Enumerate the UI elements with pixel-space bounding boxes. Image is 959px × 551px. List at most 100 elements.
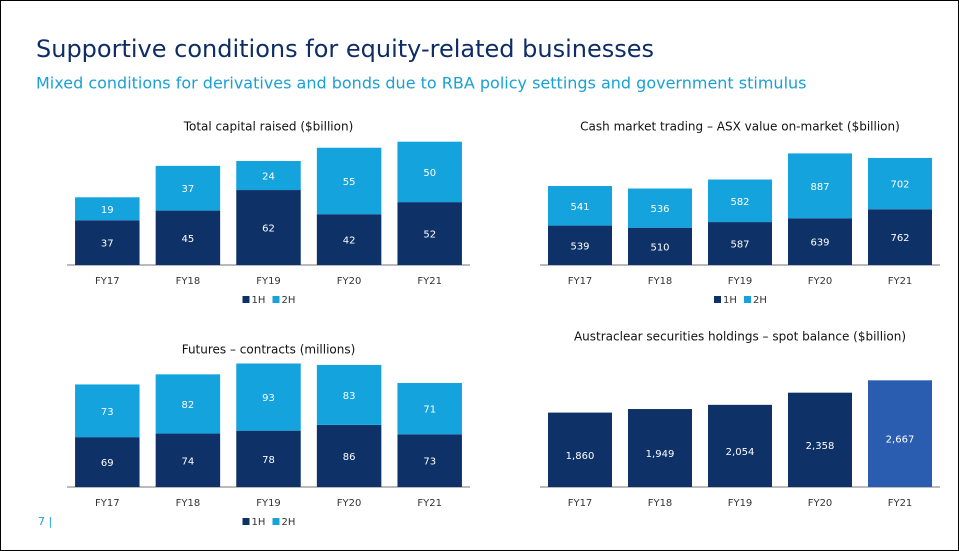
bar-segment	[397, 383, 462, 435]
data-label: 24	[262, 172, 275, 183]
bar	[548, 412, 612, 487]
legend-label: 2H	[282, 295, 296, 306]
data-label: 541	[570, 202, 589, 213]
data-label: 1,949	[646, 449, 675, 460]
bar-segment	[75, 437, 140, 487]
legend-label: 2H	[753, 295, 767, 306]
bar	[868, 380, 932, 487]
x-tick-label: FY18	[648, 276, 673, 287]
data-label: 78	[262, 455, 275, 466]
bar-segment	[236, 161, 301, 191]
x-tick-label: FY20	[808, 276, 833, 287]
bar-segment	[788, 153, 852, 219]
x-tick-label: FY21	[888, 498, 913, 509]
x-tick-label: FY20	[337, 498, 362, 509]
bar-segment	[548, 186, 612, 226]
data-label: 702	[890, 180, 909, 191]
chart-title: Total capital raised ($billion)	[183, 120, 354, 134]
data-label: 73	[101, 407, 114, 418]
bar	[708, 404, 772, 487]
chart-title: Austraclear securities holdings – spot b…	[574, 330, 906, 344]
data-label: 50	[423, 168, 436, 179]
data-label: 37	[101, 239, 114, 250]
legend-label: 2H	[282, 517, 296, 528]
bar-segment	[155, 374, 221, 434]
x-tick-label: FY19	[728, 276, 753, 287]
x-tick-label: FY18	[176, 498, 201, 509]
data-label: 82	[182, 400, 195, 411]
x-tick-label: FY19	[728, 498, 753, 509]
legend-swatch	[714, 296, 721, 303]
bar-segment	[236, 363, 301, 431]
x-tick-label: FY17	[95, 276, 120, 287]
bar-segment	[236, 430, 301, 487]
bar-segment	[236, 190, 301, 265]
data-label: 62	[262, 224, 275, 235]
bar-segment	[548, 225, 612, 265]
bar-segment	[868, 209, 932, 265]
x-tick-label: FY21	[417, 498, 442, 509]
data-label: 510	[650, 242, 669, 253]
data-label: 762	[890, 233, 909, 244]
bar-segment	[75, 220, 140, 265]
bar-segment	[316, 364, 382, 425]
bar-segment	[316, 424, 382, 487]
chart-title: Cash market trading – ASX value on-marke…	[580, 120, 900, 134]
data-label: 42	[343, 236, 356, 247]
data-label: 73	[423, 457, 436, 468]
bar-segment	[397, 434, 462, 487]
data-label: 1,860	[566, 451, 595, 462]
data-label: 93	[262, 393, 275, 404]
bar-segment	[397, 202, 462, 265]
data-label: 639	[810, 238, 829, 249]
legend-swatch	[242, 518, 250, 525]
bar-segment	[155, 433, 221, 487]
data-label: 45	[182, 234, 195, 245]
page-number: 7 |	[38, 515, 52, 528]
data-label: 69	[101, 458, 114, 469]
data-label: 19	[101, 205, 114, 216]
x-tick-label: FY18	[176, 276, 201, 287]
data-label: 52	[423, 230, 436, 241]
legend-swatch	[744, 296, 751, 303]
legend-label: 1H	[723, 295, 737, 306]
bar-segment	[316, 214, 382, 265]
x-tick-label: FY19	[256, 276, 281, 287]
bar-segment	[75, 197, 140, 221]
data-label: 539	[570, 241, 589, 252]
bar-segment	[708, 222, 772, 265]
bar	[788, 392, 852, 487]
x-tick-label: FY20	[808, 498, 833, 509]
data-label: 2,358	[806, 441, 835, 452]
data-label: 887	[810, 182, 829, 193]
data-label: 37	[182, 184, 195, 195]
slide-title: Supportive conditions for equity-related…	[36, 35, 654, 63]
bar-segment	[316, 147, 382, 215]
legend-label: 1H	[252, 517, 266, 528]
legend-swatch	[242, 296, 250, 303]
data-label: 536	[650, 204, 669, 215]
bar-segment	[75, 384, 140, 438]
bar-segment	[397, 141, 462, 203]
legend-swatch	[272, 518, 280, 525]
x-tick-label: FY17	[568, 276, 593, 287]
legend-swatch	[272, 296, 280, 303]
x-tick-label: FY20	[337, 276, 362, 287]
chart-title: Futures – contracts (millions)	[182, 343, 356, 357]
bar-segment	[868, 157, 932, 210]
x-tick-label: FY19	[256, 498, 281, 509]
x-tick-label: FY21	[888, 276, 913, 287]
data-label: 582	[730, 197, 749, 208]
bar-segment	[155, 165, 221, 211]
data-label: 2,054	[726, 447, 755, 458]
data-label: 86	[343, 452, 356, 463]
bar-segment	[788, 218, 852, 265]
data-label: 2,667	[886, 435, 915, 446]
data-label: 74	[182, 456, 195, 467]
data-label: 587	[730, 240, 749, 251]
bar	[628, 409, 692, 487]
bar-segment	[708, 179, 772, 223]
bar-segment	[628, 227, 692, 265]
